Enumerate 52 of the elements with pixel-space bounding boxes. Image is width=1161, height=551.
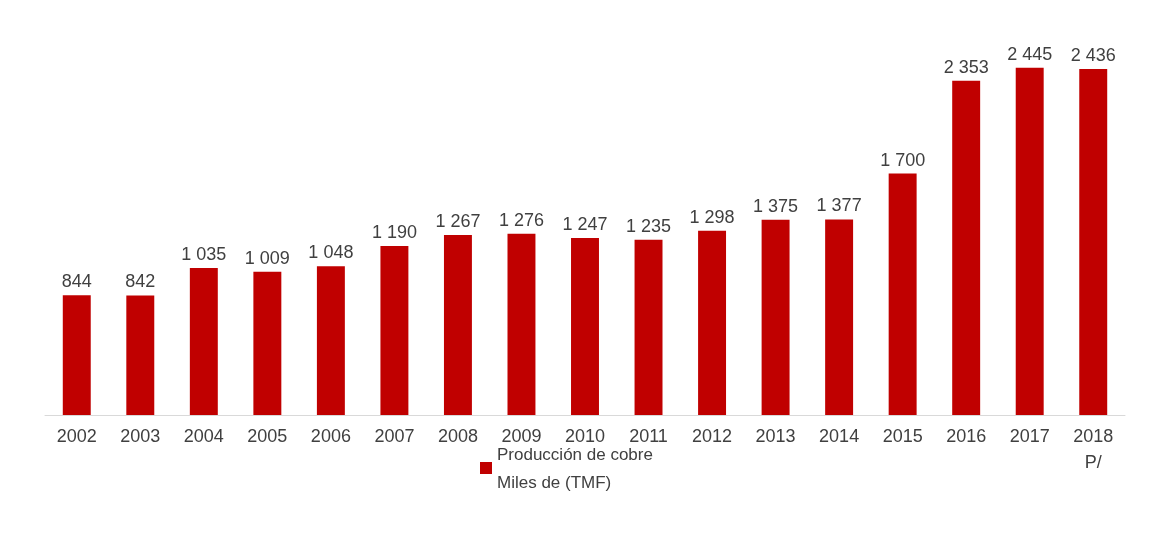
bar bbox=[380, 246, 409, 415]
x-tick-label: 2005 bbox=[247, 426, 288, 446]
x-tick-label: 2012 bbox=[692, 426, 733, 446]
data-label: 1 247 bbox=[562, 213, 608, 234]
bar bbox=[761, 219, 790, 415]
bar bbox=[698, 230, 727, 415]
data-label: 1 035 bbox=[181, 244, 227, 265]
bar bbox=[443, 235, 472, 415]
x-tick-label: 2004 bbox=[183, 426, 224, 446]
x-tick-label: 2017 bbox=[1009, 426, 1050, 446]
x-tick-label: 2010 bbox=[564, 426, 606, 446]
x-tick-label: 2018 P/ bbox=[1073, 426, 1114, 472]
x-tick-label: 2016 bbox=[946, 426, 987, 446]
bar bbox=[253, 271, 282, 415]
data-label: 1 377 bbox=[816, 195, 862, 216]
bar bbox=[62, 295, 91, 415]
data-label: 1 235 bbox=[626, 215, 672, 236]
data-label: 842 bbox=[125, 271, 156, 292]
data-label: 1 298 bbox=[689, 206, 735, 227]
data-label: 1 009 bbox=[244, 247, 290, 268]
bar bbox=[1015, 67, 1044, 415]
data-label: 1 276 bbox=[498, 209, 544, 230]
x-tick-label: 2015 bbox=[882, 426, 923, 446]
bar bbox=[126, 295, 155, 415]
x-tick-label: 2007 bbox=[374, 426, 415, 446]
bar bbox=[825, 219, 854, 415]
x-tick-label: 2014 bbox=[819, 426, 860, 446]
bar bbox=[507, 233, 536, 415]
bar bbox=[952, 80, 981, 415]
x-tick-label: 2002 bbox=[56, 426, 97, 446]
data-label: 1 267 bbox=[435, 211, 481, 232]
x-tick-label: 2006 bbox=[310, 426, 351, 446]
data-label: 1 190 bbox=[371, 222, 417, 243]
data-label: 2 445 bbox=[1007, 43, 1053, 64]
bar bbox=[1079, 69, 1108, 415]
bar bbox=[888, 173, 917, 415]
x-tick-label: 2011 bbox=[629, 426, 668, 446]
bar bbox=[189, 268, 218, 415]
data-label: 844 bbox=[61, 271, 92, 292]
bar bbox=[634, 239, 663, 415]
data-label: 1 700 bbox=[880, 149, 926, 170]
x-tick-label: 2008 bbox=[437, 426, 478, 446]
data-label: 1 375 bbox=[753, 195, 799, 216]
data-label: 2 436 bbox=[1070, 45, 1116, 66]
bar bbox=[316, 266, 345, 415]
legend-label: Producción de cobre Miles de (TMF) bbox=[497, 444, 653, 492]
data-label: 1 048 bbox=[308, 242, 354, 263]
x-tick-label: 2009 bbox=[501, 426, 542, 446]
x-tick-label: 2003 bbox=[120, 426, 161, 446]
bar bbox=[571, 237, 599, 415]
x-tick-label: 2013 bbox=[755, 426, 796, 446]
data-label: 2 353 bbox=[943, 56, 989, 77]
